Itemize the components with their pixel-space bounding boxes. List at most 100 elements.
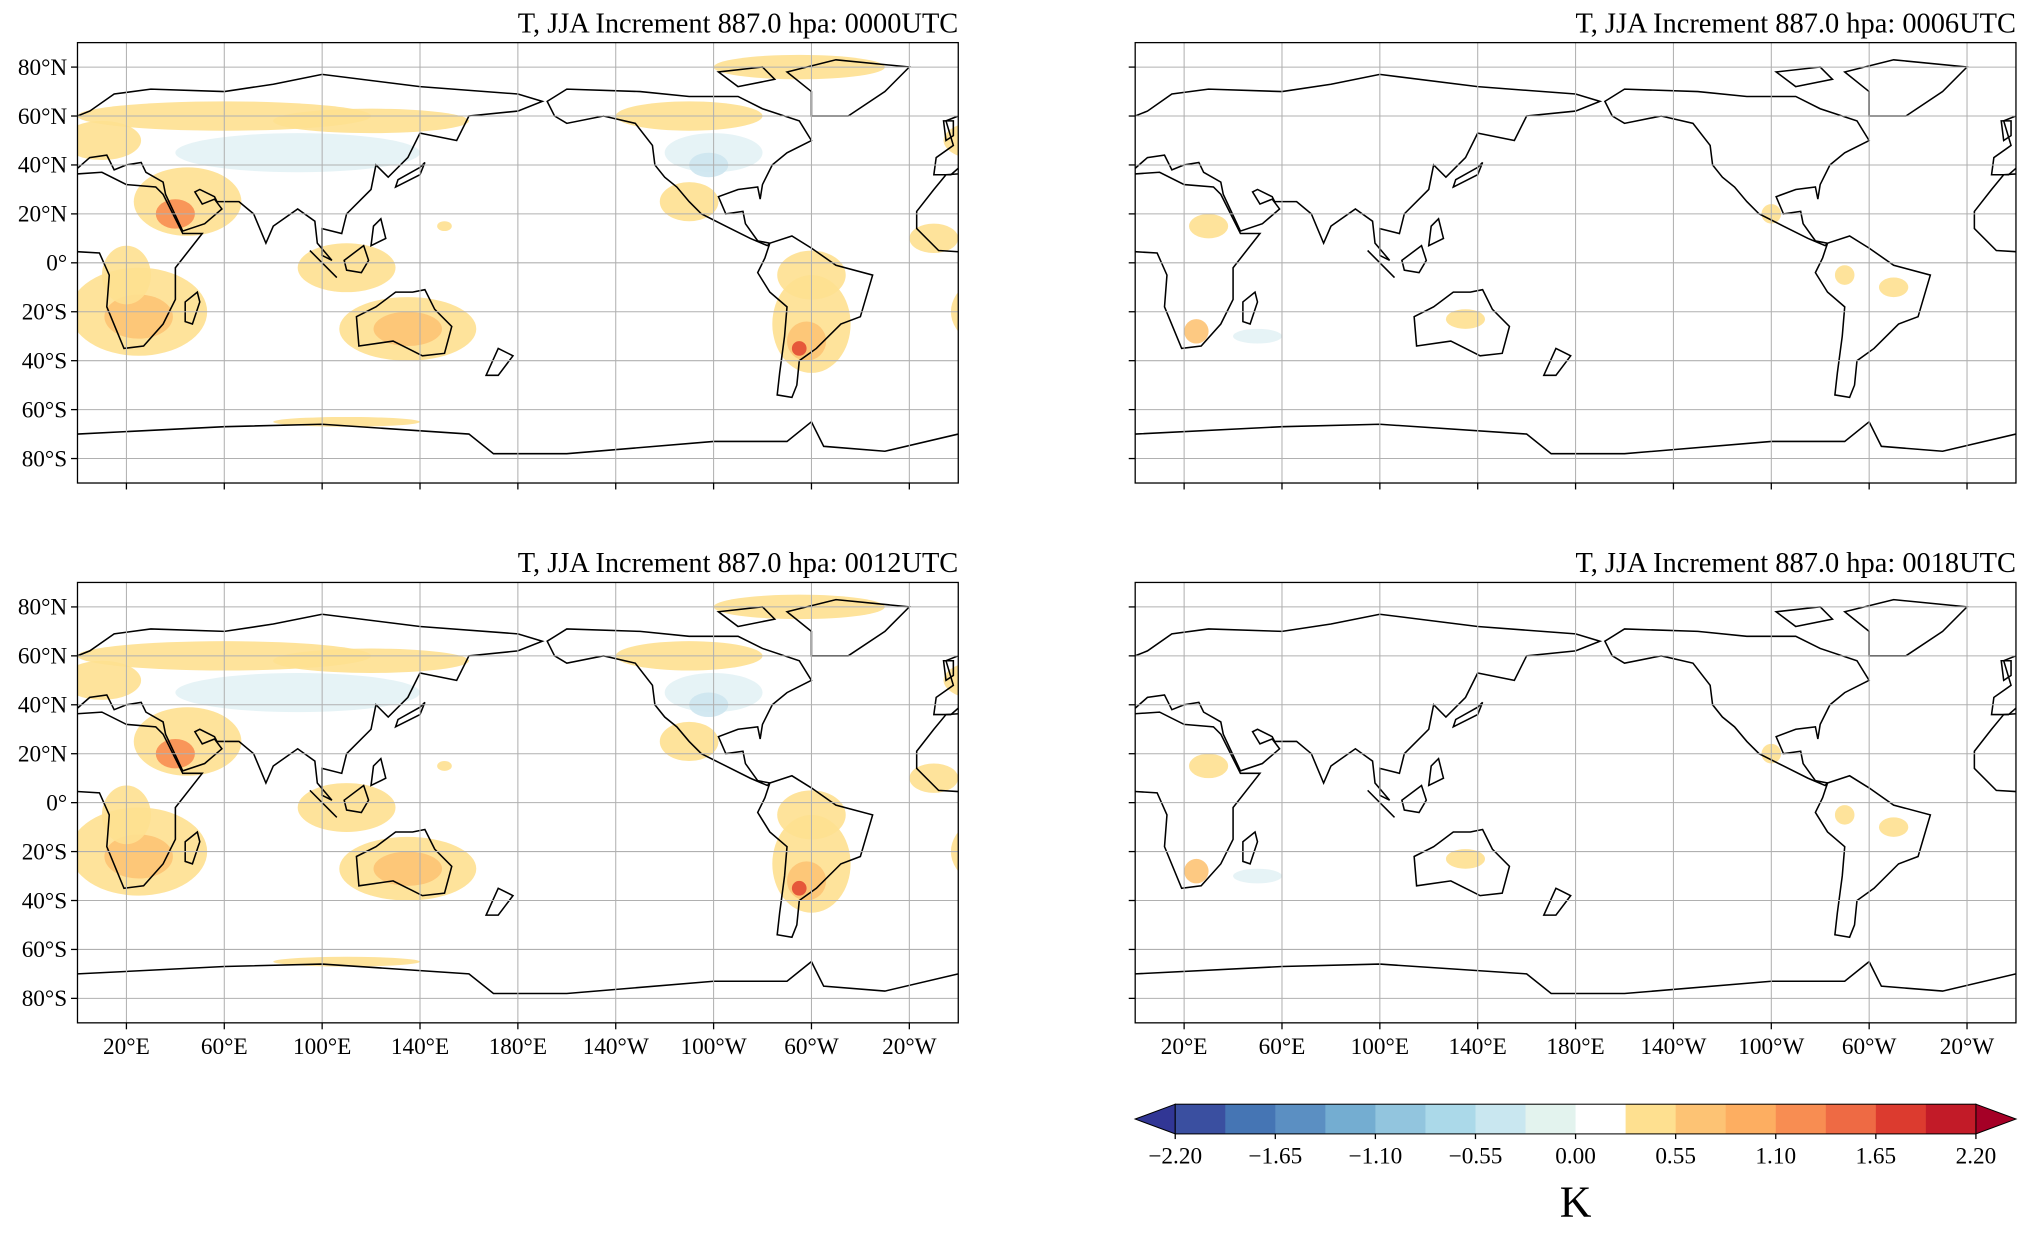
lon-tick-label: 180°E — [1546, 1034, 1604, 1060]
coastline — [785, 59, 912, 117]
coastline — [1367, 250, 1396, 279]
coastline — [1973, 712, 2016, 793]
colorbar-segment — [1775, 1104, 1827, 1134]
increment-patch — [1220, 297, 1357, 361]
coastline — [370, 757, 387, 787]
map-panel — [1135, 59, 2016, 455]
increment-patch — [1184, 319, 1209, 344]
colorbar-unit: K — [1560, 1179, 1592, 1227]
colorbar-segment — [1225, 1104, 1276, 1134]
increment-patch — [1189, 753, 1229, 779]
coastline — [355, 288, 453, 357]
coastline — [1413, 828, 1511, 897]
coastline — [1135, 73, 1603, 262]
colorbar-tick-label: 1.10 — [1755, 1144, 1796, 1170]
lat-tick-label: 40°S — [22, 888, 67, 914]
lat-tick-label: 0° — [46, 251, 67, 277]
colorbar-segment — [1875, 1104, 1927, 1134]
increment-patch — [1037, 199, 1076, 228]
lon-tick-label: 60°E — [1259, 1034, 1306, 1060]
coastline — [1225, 246, 1249, 273]
increment-patch — [1445, 849, 1486, 869]
increment-patch — [1154, 649, 1350, 673]
increment-patch — [950, 831, 959, 872]
coastline — [1774, 606, 1835, 628]
coastline — [1542, 347, 1572, 377]
coastline — [77, 420, 959, 455]
increment-patch — [273, 108, 469, 134]
coastline — [546, 88, 813, 247]
lon-tick-label: 100°W — [681, 1034, 747, 1060]
coastline — [484, 347, 515, 377]
coastline — [309, 250, 338, 279]
colorbar-segment — [1325, 1104, 1376, 1134]
increment-patch — [1834, 265, 1855, 285]
coastline — [1599, 607, 1655, 627]
increment-patch — [1220, 837, 1357, 901]
increment-patch — [909, 763, 959, 793]
increment-patch — [909, 223, 959, 254]
coastline — [1066, 832, 1081, 864]
lon-tick-label: 20°E — [103, 1034, 150, 1060]
increment-patch — [1658, 251, 1727, 300]
map-frame — [76, 581, 959, 1024]
increment-patch — [1154, 417, 1301, 427]
increment-patch — [1658, 790, 1727, 839]
increment-patch — [1184, 858, 1209, 884]
map-frame — [1134, 41, 2017, 484]
increment-patch — [1189, 213, 1229, 239]
lat-tick-label: 20°N — [18, 202, 68, 228]
lat-tick-label: 80°N — [18, 55, 68, 81]
coastline — [1843, 598, 1969, 657]
coastline — [1276, 162, 1305, 187]
lat-tick-label: 40°N — [18, 693, 68, 719]
increment-patch — [1834, 805, 1855, 825]
increment-patch — [104, 834, 173, 879]
lon-tick-label: 60°W — [784, 1034, 839, 1060]
coastline — [1135, 711, 1262, 890]
lat-tick-label: 80°S — [22, 986, 67, 1012]
colorbar-segment — [1625, 1104, 1677, 1134]
coastline — [1191, 251, 1218, 278]
increment-patch — [77, 120, 142, 161]
lat-tick-label: 60°S — [22, 397, 67, 423]
increment-patch — [1673, 881, 1688, 896]
coastline — [1814, 235, 1932, 399]
coastline — [1237, 290, 1332, 356]
increment-patch — [1790, 224, 1839, 253]
colorbar-segment — [1175, 1104, 1226, 1134]
coastline — [343, 784, 370, 814]
lon-tick-label: 60°E — [201, 1034, 248, 1060]
lat-tick-label: 20°S — [22, 299, 67, 325]
lon-tick-label: 140°W — [583, 1034, 649, 1060]
increment-patch — [1233, 328, 1282, 344]
coastline — [1400, 784, 1428, 814]
increment-patch — [1154, 109, 1350, 133]
lat-tick-label: 60°N — [18, 644, 68, 670]
colorbar-segment — [1725, 1104, 1777, 1134]
coastline — [77, 613, 545, 801]
coastline — [1427, 757, 1445, 787]
coastline — [1242, 290, 1259, 326]
coastline — [1413, 288, 1511, 357]
lat-tick-label: 20°N — [18, 741, 68, 767]
coastline — [1599, 67, 1655, 87]
colorbar-extend — [1133, 1103, 1176, 1135]
increment-patch — [1015, 707, 1123, 776]
lon-tick-label: 100°W — [1738, 1034, 1804, 1060]
increment-patch — [175, 133, 421, 173]
increment-patch — [1878, 277, 1909, 298]
increment-patch — [943, 125, 959, 156]
coastline — [1135, 171, 1262, 350]
increment-patch — [1653, 275, 1731, 373]
lon-tick-label: 100°E — [293, 1034, 351, 1060]
panel-title: T, JJA Increment 887.0 hpa: 0000UTC — [518, 8, 958, 39]
colorbar-segment — [1825, 1104, 1877, 1134]
coastline — [1824, 121, 1834, 141]
coastline — [1225, 785, 1249, 812]
increment-patch — [983, 246, 1032, 305]
lat-tick-label: 60°N — [18, 104, 68, 130]
panel-title: T, JJA Increment 887.0 hpa: 0012UTC — [518, 548, 958, 579]
lon-tick-label: 60°W — [1842, 1034, 1897, 1060]
